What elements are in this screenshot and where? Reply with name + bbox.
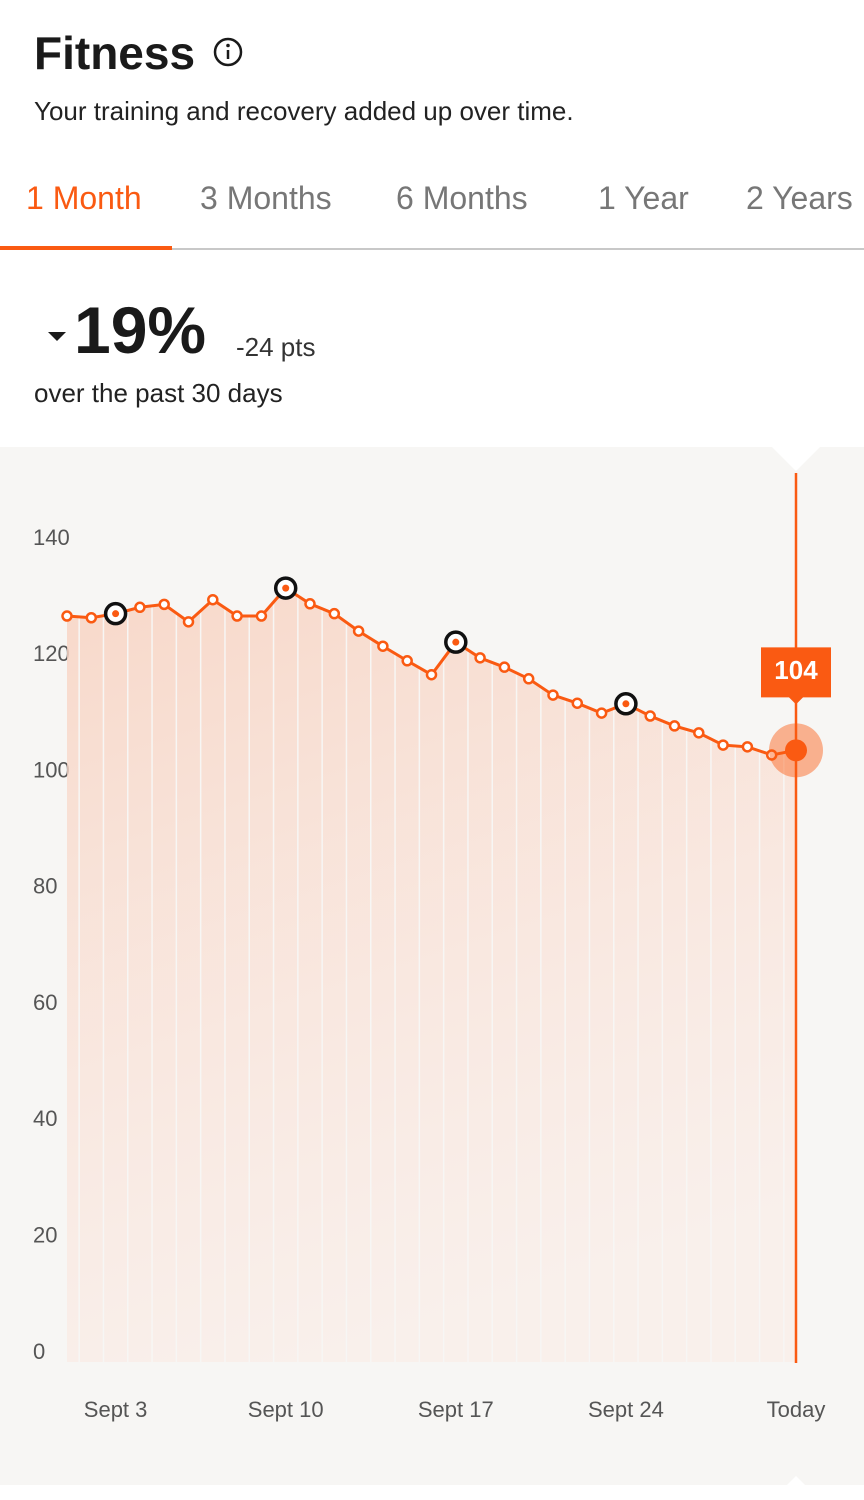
tab[interactable]: 6 Months (396, 180, 528, 216)
point (668, 720, 681, 732)
point (61, 610, 73, 622)
notch-top (772, 447, 820, 471)
point (328, 607, 341, 620)
point (158, 598, 170, 611)
point (304, 598, 316, 610)
y-tick-label: 140 (33, 525, 70, 550)
point (207, 593, 219, 606)
tab-bar: 1 Month 3 Months 6 Months 1 Year 2 Years (0, 170, 864, 250)
x-tick-label: Sept 17 (418, 1397, 494, 1422)
tab[interactable]: 2 Years (746, 180, 853, 216)
x-tick-label: Sept 3 (84, 1397, 148, 1422)
point (377, 640, 389, 652)
point (693, 727, 705, 739)
tab[interactable]: 3 Months (200, 180, 332, 216)
point (182, 616, 195, 628)
change-points: -24 pts (236, 332, 316, 362)
y-tick-label: 0 (33, 1339, 45, 1364)
tab[interactable]: 1 Month (26, 180, 142, 216)
y-tick-label: 40 (33, 1106, 57, 1131)
point (522, 673, 535, 685)
point (85, 611, 98, 624)
point (498, 661, 511, 673)
y-tick-label: 80 (33, 874, 57, 899)
point (717, 739, 729, 751)
tab-underline (0, 246, 172, 250)
workout-dot (622, 700, 630, 708)
y-tick-label: 100 (33, 757, 70, 782)
highlight-point (785, 739, 807, 762)
point (644, 710, 656, 722)
x-tick-label: Today (767, 1397, 826, 1422)
tooltip-label: 104 (774, 655, 818, 685)
tooltip (761, 647, 831, 705)
y-tick-label: 60 (33, 990, 57, 1015)
point (231, 610, 243, 622)
point (765, 749, 778, 761)
notch-bottom (772, 1476, 820, 1500)
point (474, 652, 486, 664)
y-tick-label: 120 (33, 641, 70, 666)
subtitle: Your training and recovery added up over… (34, 96, 574, 126)
chart: 0 20 40 60 80 100 120 140 104 Sept 3 Sept 10 Sept 1… (0, 447, 864, 1500)
point (595, 707, 608, 719)
period: over the past 30 days (34, 378, 283, 408)
point (134, 601, 146, 614)
point (401, 655, 413, 667)
tab[interactable]: 1 Year (598, 180, 689, 216)
down-arrow (48, 332, 66, 341)
workout-dot (282, 584, 290, 592)
info-icon[interactable] (212, 36, 244, 68)
change-percent: 19% (74, 293, 207, 367)
workout-dot (112, 610, 120, 618)
x-tick-label: Sept 10 (248, 1397, 324, 1422)
y-tick-label: 20 (33, 1223, 57, 1248)
point (425, 668, 438, 681)
point (352, 625, 365, 637)
point (547, 689, 559, 701)
title: Fitness (34, 27, 196, 79)
point (741, 741, 754, 753)
point (571, 697, 584, 709)
x-tick-label: Sept 24 (588, 1397, 664, 1422)
point (255, 610, 268, 622)
workout-dot (452, 638, 460, 646)
